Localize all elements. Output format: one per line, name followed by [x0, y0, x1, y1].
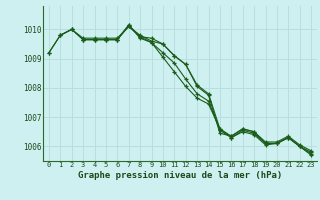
- X-axis label: Graphe pression niveau de la mer (hPa): Graphe pression niveau de la mer (hPa): [78, 171, 282, 180]
